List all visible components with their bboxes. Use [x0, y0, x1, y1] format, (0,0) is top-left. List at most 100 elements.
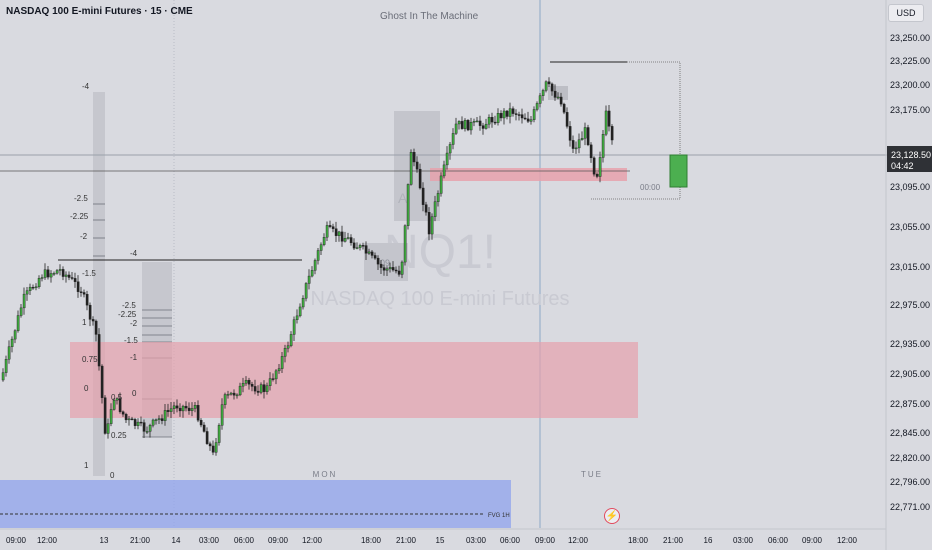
candle-body: [13, 330, 17, 340]
measure-box[interactable]: [590, 61, 681, 200]
price-tick: 22,796.00: [890, 477, 930, 487]
candle-body: [172, 405, 176, 409]
level-a-label: A: [398, 190, 408, 206]
fib-label: 1: [82, 318, 87, 327]
candle-body: [304, 283, 308, 299]
fib-left-lines: [93, 203, 105, 257]
candle-body: [292, 319, 296, 335]
candle-body: [568, 126, 572, 141]
price-tick: 23,015.00: [890, 262, 930, 272]
time-tick: 03:00: [733, 536, 754, 545]
candle-body: [454, 123, 458, 134]
candle-body: [217, 425, 221, 443]
candle-body: [253, 386, 257, 392]
candle-body: [571, 140, 575, 149]
candle-body: [427, 212, 431, 235]
candle-body: [310, 270, 314, 277]
candle-body: [73, 278, 77, 282]
candle-body: [163, 410, 167, 421]
candle-body: [196, 405, 200, 421]
candle-body: [538, 95, 542, 104]
candle-body: [274, 370, 278, 380]
candle-body: [10, 338, 14, 347]
time-tick: 12:00: [37, 536, 58, 545]
time-tick: 09:00: [535, 536, 556, 545]
candle-body: [22, 293, 26, 309]
candle-body: [46, 269, 50, 278]
candle-body: [70, 277, 74, 279]
candle-body: [160, 418, 164, 421]
candle-body: [439, 175, 443, 194]
candle-body: [61, 269, 65, 277]
candle-body: [595, 173, 599, 177]
price-tick: 22,935.00: [890, 339, 930, 349]
projection-box[interactable]: [669, 154, 688, 188]
candle-body: [421, 187, 425, 205]
candle-body: [553, 90, 557, 98]
candle-body: [529, 119, 533, 122]
candle-body: [43, 269, 47, 278]
candle-body: [325, 225, 329, 238]
price-tick: 22,975.00: [890, 300, 930, 310]
candle-body: [115, 398, 119, 401]
candle-body: [409, 152, 413, 185]
candle-body: [499, 113, 503, 119]
time-tick: 09:00: [802, 536, 823, 545]
candle-body: [361, 245, 365, 247]
candle-body: [580, 138, 584, 140]
candle-body: [415, 161, 419, 170]
candle-body: [358, 245, 362, 248]
candle-body: [514, 113, 518, 115]
candle-body: [67, 274, 71, 278]
time-tick: 16: [704, 536, 713, 545]
price-axis[interactable]: 23,250.00 23,225.00 23,200.00 23,175.00 23,0…: [890, 33, 930, 512]
candle-body: [133, 419, 137, 426]
supply-zone[interactable]: [70, 342, 638, 418]
fib-label: 1: [84, 461, 89, 470]
candle-body: [577, 139, 581, 149]
candle-body: [139, 421, 143, 424]
candle-body: [55, 270, 59, 274]
fib-label: 0: [132, 389, 137, 398]
day-label-mon: MON: [313, 470, 338, 479]
candle-body: [511, 108, 515, 114]
candle-body: [25, 290, 29, 295]
lightning-icon[interactable]: ⚡: [604, 508, 620, 524]
candle-body: [550, 83, 554, 92]
candle-body: [610, 126, 614, 141]
candle-body: [271, 378, 275, 380]
candle-body: [418, 168, 422, 189]
candle-body: [583, 127, 587, 139]
time-axis[interactable]: 09:00 12:00 13 21:00 14 03:00 06:00 09:00 12:00 1…: [6, 536, 858, 545]
bar-countdown: 04:42: [891, 161, 914, 171]
candle-body: [181, 405, 185, 412]
candle-body: [373, 255, 377, 259]
candle-body: [85, 294, 89, 306]
candle-body: [562, 103, 566, 113]
candle-body: [1, 372, 5, 381]
fib-label: -1.5: [124, 336, 138, 345]
fib-label: -4: [82, 82, 90, 91]
candle-body: [298, 306, 302, 317]
fib-label: 0.25: [111, 431, 127, 440]
candle-body: [607, 110, 611, 127]
price-tick: 23,055.00: [890, 222, 930, 232]
current-price: 23,128.50: [891, 150, 931, 160]
candle-body: [313, 260, 317, 271]
price-tick: 23,095.00: [890, 182, 930, 192]
candle-body: [100, 365, 104, 398]
candle-body: [151, 419, 155, 426]
candle-body: [118, 398, 122, 412]
price-tick: 23,225.00: [890, 56, 930, 66]
candles[interactable]: [1, 77, 614, 456]
candle-body: [448, 144, 452, 154]
candle-body: [208, 443, 212, 447]
candle-body: [250, 384, 254, 387]
fvg-zone[interactable]: [0, 480, 511, 528]
candle-body: [604, 110, 608, 135]
fib-label: -2.25: [70, 212, 89, 221]
currency-button[interactable]: USD: [888, 4, 924, 22]
time-tick: 21:00: [396, 536, 417, 545]
symbol-title[interactable]: NASDAQ 100 E-mini Futures · 15 · CME: [6, 6, 193, 17]
